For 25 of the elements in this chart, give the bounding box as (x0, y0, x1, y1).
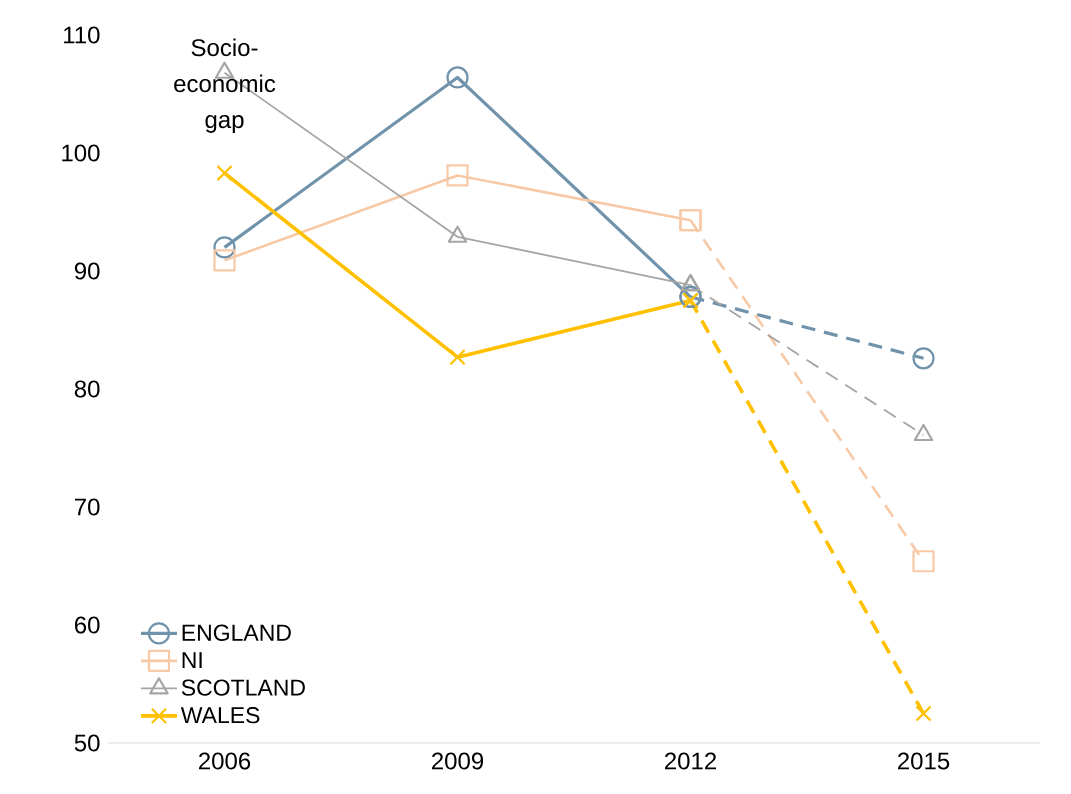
legend-label: SCOTLAND (181, 679, 305, 696)
y-tick-label: 80 (74, 380, 100, 398)
point (912, 347, 935, 370)
x-tick-label: 2009 (432, 752, 484, 770)
y-tick-label: 60 (75, 616, 100, 634)
legend-label: WALES (180, 707, 260, 724)
x-tick-label: 2015 (898, 752, 950, 770)
point (912, 550, 935, 573)
point (446, 66, 469, 89)
y-axis-title: Socio-economic gap (174, 38, 276, 133)
point (213, 249, 236, 272)
point (915, 705, 932, 722)
point (449, 348, 466, 366)
legend-label: NI (182, 652, 202, 668)
point (446, 164, 469, 187)
y-tick-label: 70 (75, 498, 100, 516)
point (216, 164, 233, 182)
x-tick-label: 2006 (199, 752, 251, 770)
y-tick-label: 50 (74, 734, 100, 752)
y-tick-label: 90 (74, 262, 100, 280)
y-tick-label: 100 (62, 144, 100, 162)
x-tick-label: 2012 (665, 752, 716, 770)
legend-label: ENGLAND (182, 624, 291, 641)
point (213, 236, 236, 259)
y-tick-label: 110 (64, 26, 100, 44)
